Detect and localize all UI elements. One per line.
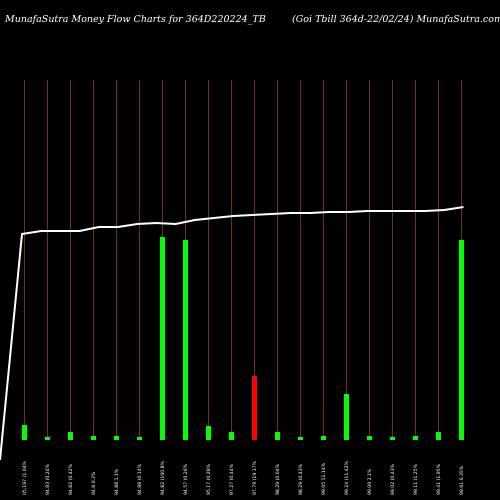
x-tick-label: 05,197 (1.04%	[22, 460, 28, 495]
x-tick-label: 99.41 (1.95%	[436, 463, 442, 495]
x-tick-label: 94.83 (0.24%	[45, 463, 51, 495]
money-flow-bar	[183, 240, 188, 440]
money-flow-bar	[298, 437, 303, 440]
x-tick-label: 99.61 0.35%	[459, 465, 465, 495]
money-flow-bar	[229, 432, 234, 440]
gridlines	[24, 80, 462, 440]
x-tick-label: 99.05 11.14%	[321, 462, 327, 495]
money-flow-bar	[114, 436, 119, 440]
x-tick-label: 97.79 (19.17%	[252, 460, 258, 495]
money-flow-bar	[344, 394, 349, 440]
money-flow-bar	[252, 376, 257, 440]
bars	[22, 237, 464, 440]
x-tick-label: 94.88 1.1%	[114, 468, 120, 495]
money-flow-line-path	[0, 206, 464, 461]
x-tick-label: 94.88 (0.14%	[137, 463, 143, 495]
money-flow-bar	[321, 436, 326, 440]
money-flow-bar	[160, 237, 165, 440]
money-flow-bar	[436, 432, 441, 440]
money-flow-bar	[459, 240, 464, 440]
x-tick-label: 98.29 (0.43%	[298, 463, 304, 495]
money-flow-bar	[45, 437, 50, 440]
money-flow-line	[0, 206, 464, 461]
x-tick-labels: 05,197 (1.04% 94.83 (0.24% 94.82 (0.42% 94.…	[22, 460, 465, 495]
x-tick-label: 94.8 0.2%	[91, 471, 97, 495]
money-flow-bar	[275, 432, 280, 440]
x-tick-label: 98.29 (0.04%	[275, 463, 281, 495]
x-tick-label: 95.17 (0.28%	[206, 463, 212, 495]
x-tick-label: 99.24 (11.42%	[344, 460, 350, 495]
x-tick-label: 94.82 (100.8%	[160, 460, 166, 495]
x-tick-label: 94.82 (0.42%	[68, 463, 74, 495]
money-flow-bar	[137, 437, 142, 440]
x-tick-label: 94.57 (0.26%	[183, 463, 189, 495]
x-tick-label: 99.09 2.1%	[367, 468, 373, 495]
chart-title-right: (Goi Tbill 364d-22/02/24) MunafaSutra.co…	[292, 14, 500, 25]
money-flow-bar	[367, 436, 372, 440]
money-flow-bar	[68, 432, 73, 440]
money-flow-bar	[206, 426, 211, 440]
money-flow-bar	[413, 436, 418, 440]
x-tick-label: 99.11 (1.25%	[413, 463, 419, 495]
x-tick-label: 97.27 (0.44%	[229, 463, 235, 495]
money-flow-bar	[390, 437, 395, 440]
money-flow-bar	[91, 436, 96, 440]
x-tick-label: 99.02 (0.43%	[390, 463, 396, 495]
money-flow-bar	[22, 425, 27, 440]
chart-title-left: MunafaSutra Money Flow Charts for 364D22…	[4, 14, 266, 25]
